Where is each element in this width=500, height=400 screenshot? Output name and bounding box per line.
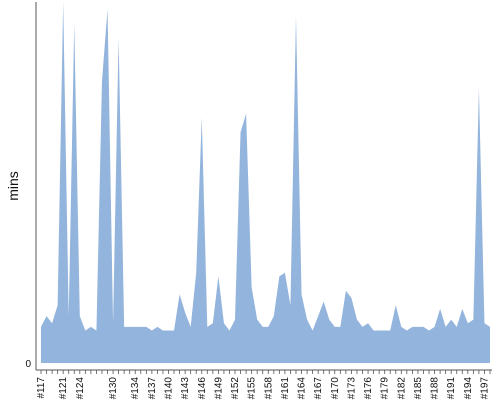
x-tick-label: #124 bbox=[75, 377, 86, 400]
x-tick-label: #197 bbox=[479, 377, 490, 400]
x-tick-label: #185 bbox=[413, 377, 424, 400]
x-tick-label: #117 bbox=[36, 377, 47, 399]
x-tick-label: #188 bbox=[430, 377, 441, 400]
x-tick-label: #176 bbox=[363, 377, 374, 400]
x-tick-label: #191 bbox=[446, 377, 457, 400]
x-tick-label: #121 bbox=[58, 377, 69, 400]
x-tick-label: #194 bbox=[463, 377, 474, 400]
x-tick-label: #137 bbox=[147, 377, 158, 400]
x-tick-label: #155 bbox=[247, 377, 258, 400]
x-tick-label: #149 bbox=[213, 377, 224, 400]
x-tick-label: #179 bbox=[380, 377, 391, 400]
x-tick-label: #130 bbox=[108, 377, 119, 400]
x-tick-label: #170 bbox=[330, 377, 341, 400]
y-axis-title: mins bbox=[5, 171, 21, 201]
x-tick-label: #134 bbox=[130, 377, 141, 400]
x-axis-ticks: #117 #121 #124 #130 #134 #137 #140 #143 #146 #149… bbox=[36, 370, 490, 399]
x-tick-label: #161 bbox=[280, 377, 291, 400]
x-tick-label: #182 bbox=[396, 377, 407, 400]
x-tick-label: #173 bbox=[346, 377, 357, 400]
x-tick-label: #158 bbox=[263, 377, 274, 400]
x-tick-label: #152 bbox=[230, 377, 241, 400]
series-area bbox=[41, 2, 490, 363]
x-tick-label: #146 bbox=[197, 377, 208, 400]
y-axis-ticks: 0 bbox=[25, 359, 31, 370]
x-tick-label: #167 bbox=[313, 377, 324, 400]
y-tick-label: 0 bbox=[25, 359, 31, 370]
x-tick-label: #143 bbox=[180, 377, 191, 400]
x-tick-label: #140 bbox=[163, 377, 174, 400]
x-tick-label: #164 bbox=[297, 377, 308, 400]
